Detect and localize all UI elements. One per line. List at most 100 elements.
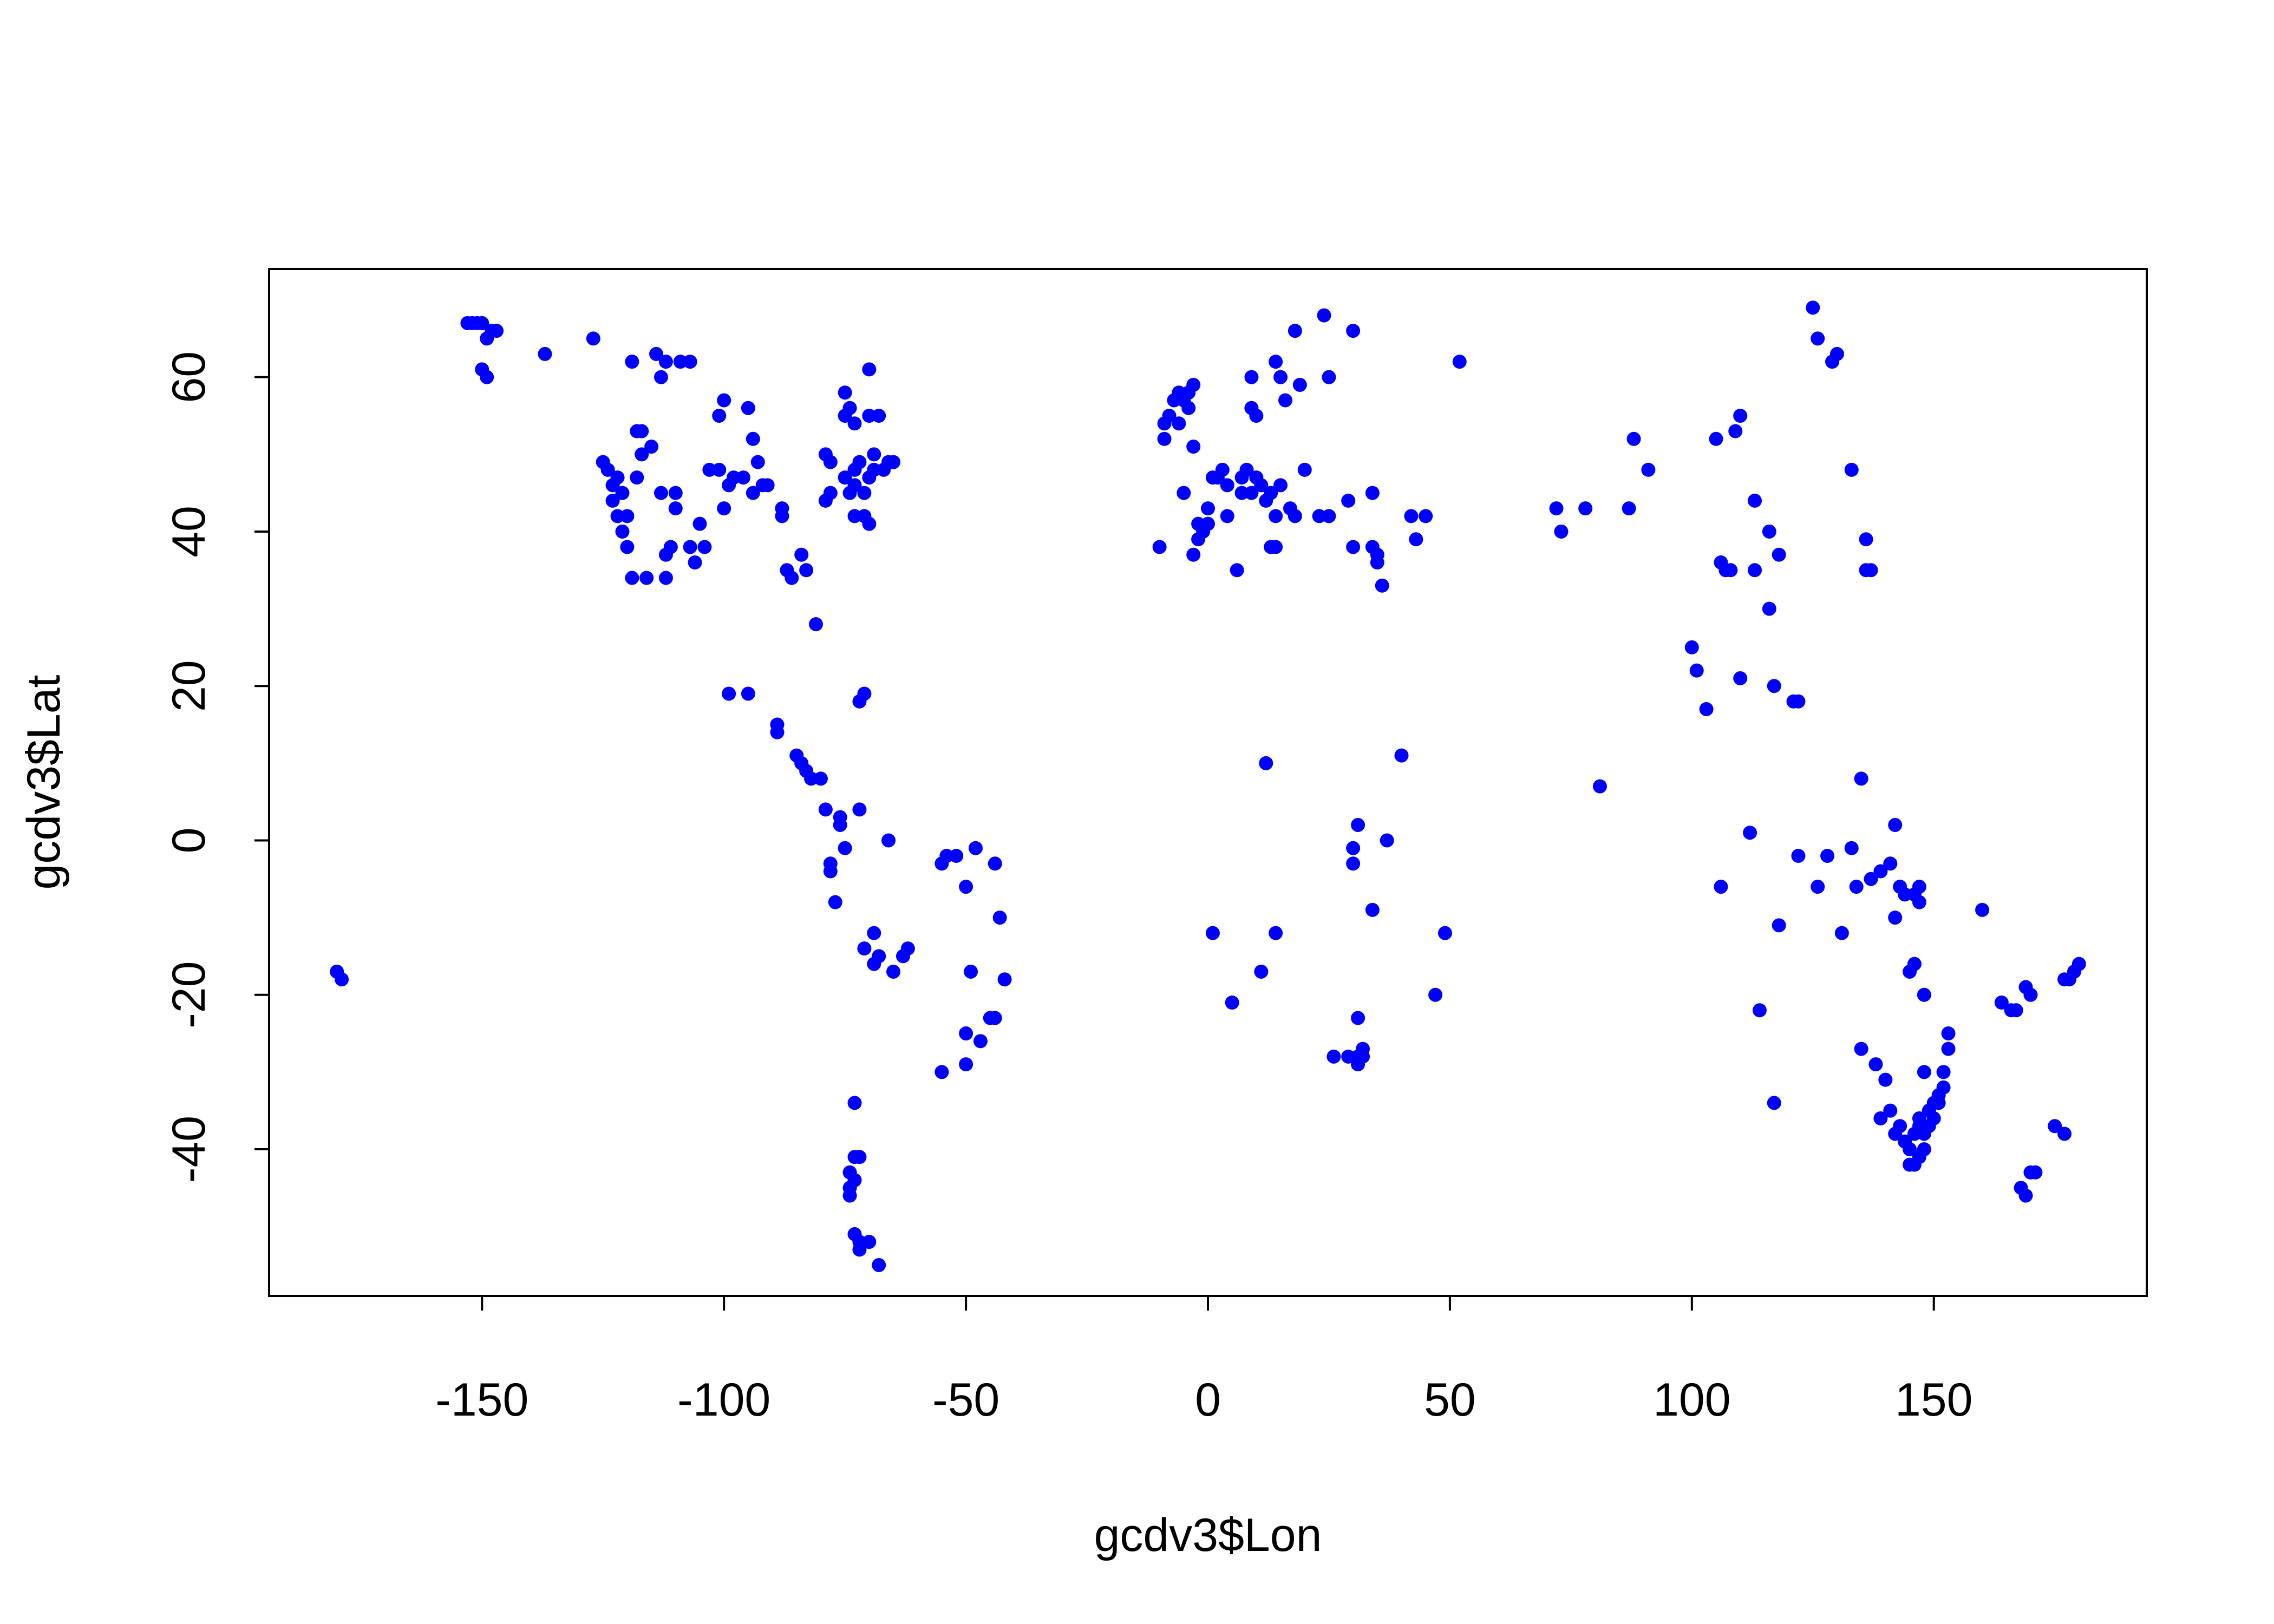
data-point	[1327, 1049, 1341, 1064]
data-point	[1854, 771, 1868, 786]
data-point	[847, 478, 862, 493]
data-point	[697, 540, 712, 554]
data-point	[1917, 987, 1931, 1002]
data-point	[935, 1065, 949, 1079]
data-point	[668, 501, 683, 516]
data-point	[1215, 462, 1230, 477]
data-point	[939, 849, 954, 863]
data-point	[964, 964, 978, 979]
y-tick-label: 0	[163, 828, 215, 854]
data-point	[1806, 300, 1820, 315]
data-point	[1752, 1003, 1767, 1018]
data-point	[959, 1057, 973, 1072]
data-point	[712, 462, 727, 477]
data-point	[1762, 524, 1776, 539]
data-point	[838, 385, 852, 400]
data-point	[610, 509, 625, 523]
data-point	[1259, 756, 1273, 770]
data-point	[992, 911, 1007, 925]
data-point	[649, 346, 664, 361]
data-point	[867, 447, 881, 462]
data-point	[1622, 501, 1636, 516]
data-point	[1733, 671, 1748, 685]
data-point	[1994, 996, 2009, 1010]
data-point	[1152, 540, 1167, 554]
data-point	[1772, 547, 1786, 562]
data-point	[1288, 324, 1302, 338]
data-point	[847, 1096, 862, 1110]
data-point	[1748, 493, 1762, 508]
x-tick-label: -50	[932, 1374, 999, 1426]
data-point	[1912, 895, 1926, 909]
data-point	[1346, 856, 1361, 871]
data-point	[1273, 370, 1288, 384]
data-point	[1201, 501, 1215, 516]
data-point	[833, 810, 847, 824]
data-point	[794, 547, 809, 562]
data-point	[862, 409, 877, 423]
data-point	[1186, 440, 1201, 454]
x-tick-label: -100	[677, 1374, 770, 1426]
data-point	[823, 455, 838, 469]
data-point	[1864, 872, 1878, 886]
data-point	[968, 841, 983, 855]
data-point	[770, 725, 785, 739]
data-point	[1709, 431, 1723, 446]
x-tick-label: -150	[435, 1374, 528, 1426]
y-tick-label: -40	[163, 1116, 215, 1183]
data-point	[1254, 478, 1269, 493]
data-point	[1917, 1142, 1931, 1156]
data-point	[1844, 462, 1859, 477]
data-point	[1791, 849, 1806, 863]
data-point	[1733, 409, 1748, 423]
data-point	[1873, 864, 1888, 879]
data-point	[644, 440, 659, 454]
data-point	[610, 470, 625, 485]
data-point	[997, 972, 1012, 987]
data-point	[1278, 393, 1293, 408]
data-point	[335, 972, 349, 987]
data-point	[862, 362, 877, 377]
data-point	[692, 516, 707, 531]
x-axis-label: gcdv3$Lon	[1094, 1509, 1322, 1561]
data-point	[857, 686, 872, 701]
data-point	[1177, 486, 1191, 500]
data-point	[1873, 1111, 1888, 1125]
data-point	[1829, 346, 1844, 361]
data-point	[1844, 841, 1859, 855]
data-point	[1380, 833, 1394, 848]
data-point	[760, 478, 775, 493]
data-point	[1452, 355, 1467, 369]
data-point	[1854, 1042, 1868, 1056]
data-point	[1292, 377, 1307, 392]
data-point	[1791, 694, 1806, 709]
data-point	[712, 409, 727, 423]
data-point	[1868, 1057, 1883, 1072]
data-point	[872, 409, 886, 423]
data-point	[1346, 324, 1361, 338]
data-point	[1220, 478, 1234, 493]
data-point	[639, 571, 654, 585]
data-point	[1941, 1026, 1956, 1041]
data-point	[727, 470, 741, 485]
data-point	[1917, 1065, 1931, 1079]
data-point	[1220, 509, 1234, 523]
data-point	[886, 455, 901, 469]
data-point	[959, 1026, 973, 1041]
data-point	[1578, 501, 1593, 516]
data-point	[625, 571, 639, 585]
data-point	[847, 509, 862, 523]
data-point	[823, 486, 838, 500]
data-point	[1689, 663, 1704, 678]
data-point	[838, 841, 852, 855]
data-point	[683, 540, 697, 554]
data-point	[852, 802, 867, 817]
data-point	[1888, 911, 1903, 925]
data-point	[785, 571, 799, 585]
data-point	[1409, 532, 1423, 547]
data-point	[1811, 880, 1825, 894]
data-point	[1767, 1096, 1781, 1110]
data-point	[741, 686, 755, 701]
data-point	[1762, 601, 1776, 616]
